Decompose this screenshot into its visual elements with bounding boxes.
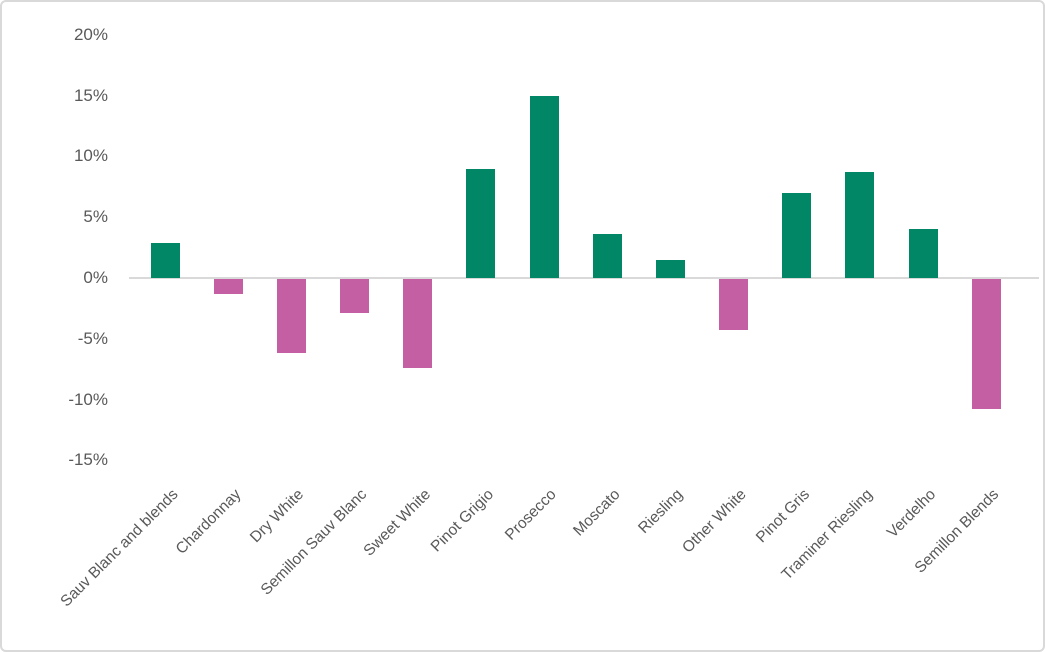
x-axis-zero-line bbox=[129, 277, 1039, 279]
bar-sweet-white bbox=[403, 279, 433, 368]
bar-traminer-riesling bbox=[845, 172, 875, 278]
x-category-label: Dry White bbox=[247, 486, 308, 547]
bar-prosecco bbox=[529, 95, 559, 278]
y-tick-label: 10% bbox=[73, 146, 108, 166]
x-category-label: Semillon Sauv Blanc bbox=[258, 486, 371, 599]
bar-other-white bbox=[719, 279, 749, 331]
bar-chardonnay bbox=[213, 279, 243, 294]
x-category-label: Pinot Grigio bbox=[427, 486, 497, 556]
y-tick-label: 20% bbox=[73, 24, 108, 44]
x-category-label: Prosecco bbox=[502, 486, 561, 544]
bar-riesling bbox=[655, 259, 685, 278]
x-category-label: Moscato bbox=[569, 486, 624, 540]
bar-moscato bbox=[592, 234, 622, 278]
x-category-label: Riesling bbox=[635, 486, 687, 538]
x-category-label: Chardonnay bbox=[172, 486, 245, 558]
bar-verdelho bbox=[908, 229, 938, 278]
y-tick-label: -15% bbox=[68, 450, 108, 470]
y-tick-label: -5% bbox=[77, 328, 108, 348]
x-category-label: Sweet White bbox=[360, 486, 434, 560]
x-category-label: Pinot Gris bbox=[752, 486, 813, 547]
x-category-label: Verdelho bbox=[883, 486, 940, 542]
y-tick-label: 0% bbox=[83, 268, 108, 287]
y-tick-label: 15% bbox=[73, 85, 108, 105]
bar-sauv-blanc-and-blends bbox=[150, 242, 180, 278]
bar-dry-white bbox=[277, 279, 306, 354]
y-tick-label: 5% bbox=[83, 207, 108, 227]
bar-semillon-sauv-blanc bbox=[340, 279, 370, 314]
x-category-label: Sauv Blanc and blends bbox=[57, 486, 182, 611]
x-category-label: Other White bbox=[679, 486, 750, 557]
bar-semillon-blends bbox=[971, 279, 1001, 410]
bar-pinot-gris bbox=[782, 192, 812, 278]
bar-pinot-grigio bbox=[466, 168, 496, 278]
y-tick-label: -10% bbox=[68, 389, 108, 409]
